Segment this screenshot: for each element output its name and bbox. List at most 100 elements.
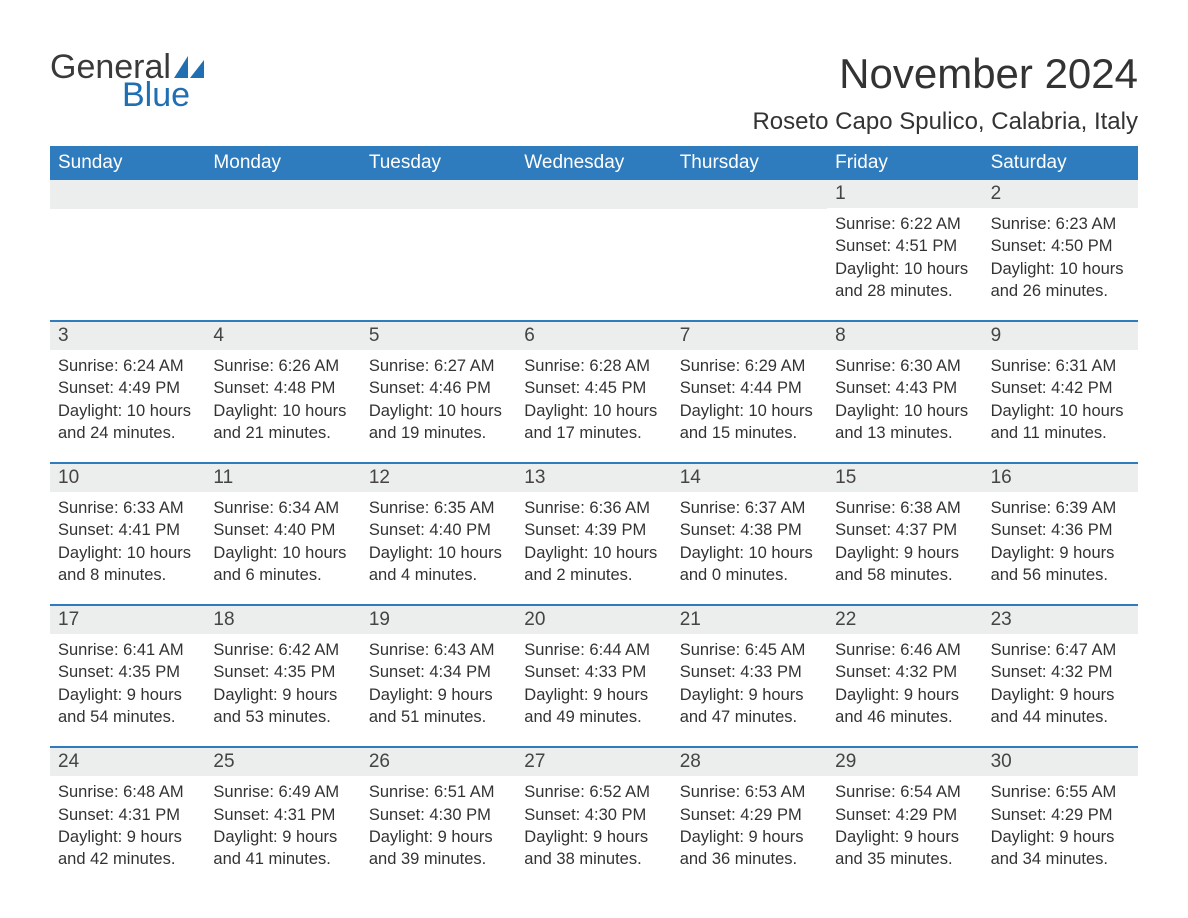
day-number: 28 <box>672 748 827 776</box>
day-content: Sunrise: 6:35 AMSunset: 4:40 PMDaylight:… <box>361 492 516 590</box>
sunset-line: Sunset: 4:33 PM <box>680 661 819 683</box>
day-number: 18 <box>205 606 360 634</box>
daylight-line-2: and 24 minutes. <box>58 422 197 444</box>
location-subtitle: Roseto Capo Spulico, Calabria, Italy <box>752 108 1138 136</box>
day-cell <box>361 180 516 306</box>
day-number: 19 <box>361 606 516 634</box>
sunrise-line: Sunrise: 6:46 AM <box>835 639 974 661</box>
sunset-line: Sunset: 4:38 PM <box>680 519 819 541</box>
daylight-line-2: and 2 minutes. <box>524 564 663 586</box>
sunrise-line: Sunrise: 6:26 AM <box>213 355 352 377</box>
day-cell: 15Sunrise: 6:38 AMSunset: 4:37 PMDayligh… <box>827 464 982 590</box>
title-block: November 2024 Roseto Capo Spulico, Calab… <box>752 50 1138 136</box>
sunrise-line: Sunrise: 6:43 AM <box>369 639 508 661</box>
daylight-line-1: Daylight: 9 hours <box>835 826 974 848</box>
week-row: 1Sunrise: 6:22 AMSunset: 4:51 PMDaylight… <box>50 180 1138 306</box>
daylight-line-1: Daylight: 10 hours <box>991 258 1130 280</box>
day-content: Sunrise: 6:44 AMSunset: 4:33 PMDaylight:… <box>516 634 671 732</box>
sunrise-line: Sunrise: 6:53 AM <box>680 781 819 803</box>
day-number: 17 <box>50 606 205 634</box>
daylight-line-2: and 56 minutes. <box>991 564 1130 586</box>
sunset-line: Sunset: 4:40 PM <box>369 519 508 541</box>
day-content: Sunrise: 6:27 AMSunset: 4:46 PMDaylight:… <box>361 350 516 448</box>
day-number: 27 <box>516 748 671 776</box>
daylight-line-2: and 6 minutes. <box>213 564 352 586</box>
sunset-line: Sunset: 4:39 PM <box>524 519 663 541</box>
sunrise-line: Sunrise: 6:42 AM <box>213 639 352 661</box>
sunrise-line: Sunrise: 6:44 AM <box>524 639 663 661</box>
sunset-line: Sunset: 4:51 PM <box>835 235 974 257</box>
daylight-line-2: and 49 minutes. <box>524 706 663 728</box>
day-number: 3 <box>50 322 205 350</box>
weekday-header: Thursday <box>672 146 827 180</box>
day-cell: 27Sunrise: 6:52 AMSunset: 4:30 PMDayligh… <box>516 748 671 874</box>
sunrise-line: Sunrise: 6:28 AM <box>524 355 663 377</box>
daylight-line-2: and 0 minutes. <box>680 564 819 586</box>
day-content: Sunrise: 6:26 AMSunset: 4:48 PMDaylight:… <box>205 350 360 448</box>
day-number: 2 <box>983 180 1138 208</box>
day-number: 4 <box>205 322 360 350</box>
sunrise-line: Sunrise: 6:45 AM <box>680 639 819 661</box>
sunset-line: Sunset: 4:29 PM <box>680 804 819 826</box>
sunset-line: Sunset: 4:49 PM <box>58 377 197 399</box>
day-cell: 26Sunrise: 6:51 AMSunset: 4:30 PMDayligh… <box>361 748 516 874</box>
daylight-line-1: Daylight: 10 hours <box>835 258 974 280</box>
sunset-line: Sunset: 4:30 PM <box>369 804 508 826</box>
day-cell: 13Sunrise: 6:36 AMSunset: 4:39 PMDayligh… <box>516 464 671 590</box>
daylight-line-1: Daylight: 10 hours <box>835 400 974 422</box>
day-number: 21 <box>672 606 827 634</box>
daylight-line-2: and 39 minutes. <box>369 848 508 870</box>
week-row: 3Sunrise: 6:24 AMSunset: 4:49 PMDaylight… <box>50 320 1138 448</box>
sunset-line: Sunset: 4:43 PM <box>835 377 974 399</box>
daylight-line-1: Daylight: 9 hours <box>991 684 1130 706</box>
sunrise-line: Sunrise: 6:48 AM <box>58 781 197 803</box>
sunrise-line: Sunrise: 6:37 AM <box>680 497 819 519</box>
day-number <box>361 180 516 209</box>
day-cell: 28Sunrise: 6:53 AMSunset: 4:29 PMDayligh… <box>672 748 827 874</box>
daylight-line-1: Daylight: 9 hours <box>369 826 508 848</box>
daylight-line-1: Daylight: 9 hours <box>835 542 974 564</box>
sunset-line: Sunset: 4:50 PM <box>991 235 1130 257</box>
sunrise-line: Sunrise: 6:41 AM <box>58 639 197 661</box>
sunrise-line: Sunrise: 6:34 AM <box>213 497 352 519</box>
day-cell: 2Sunrise: 6:23 AMSunset: 4:50 PMDaylight… <box>983 180 1138 306</box>
sunset-line: Sunset: 4:41 PM <box>58 519 197 541</box>
day-content: Sunrise: 6:53 AMSunset: 4:29 PMDaylight:… <box>672 776 827 874</box>
daylight-line-1: Daylight: 10 hours <box>369 542 508 564</box>
daylight-line-2: and 58 minutes. <box>835 564 974 586</box>
day-cell: 3Sunrise: 6:24 AMSunset: 4:49 PMDaylight… <box>50 322 205 448</box>
sunset-line: Sunset: 4:35 PM <box>213 661 352 683</box>
day-content: Sunrise: 6:37 AMSunset: 4:38 PMDaylight:… <box>672 492 827 590</box>
day-number <box>50 180 205 209</box>
weekday-header: Wednesday <box>516 146 671 180</box>
day-cell: 7Sunrise: 6:29 AMSunset: 4:44 PMDaylight… <box>672 322 827 448</box>
day-number: 15 <box>827 464 982 492</box>
sunrise-line: Sunrise: 6:47 AM <box>991 639 1130 661</box>
daylight-line-2: and 34 minutes. <box>991 848 1130 870</box>
sunrise-line: Sunrise: 6:31 AM <box>991 355 1130 377</box>
daylight-line-2: and 42 minutes. <box>58 848 197 870</box>
weekday-header-row: Sunday Monday Tuesday Wednesday Thursday… <box>50 146 1138 180</box>
day-cell: 10Sunrise: 6:33 AMSunset: 4:41 PMDayligh… <box>50 464 205 590</box>
week-row: 24Sunrise: 6:48 AMSunset: 4:31 PMDayligh… <box>50 746 1138 874</box>
daylight-line-2: and 21 minutes. <box>213 422 352 444</box>
daylight-line-1: Daylight: 10 hours <box>213 400 352 422</box>
day-number: 12 <box>361 464 516 492</box>
daylight-line-2: and 28 minutes. <box>835 280 974 302</box>
day-cell: 25Sunrise: 6:49 AMSunset: 4:31 PMDayligh… <box>205 748 360 874</box>
daylight-line-2: and 11 minutes. <box>991 422 1130 444</box>
daylight-line-2: and 15 minutes. <box>680 422 819 444</box>
sunrise-line: Sunrise: 6:35 AM <box>369 497 508 519</box>
day-content: Sunrise: 6:42 AMSunset: 4:35 PMDaylight:… <box>205 634 360 732</box>
sunset-line: Sunset: 4:33 PM <box>524 661 663 683</box>
day-cell <box>50 180 205 306</box>
daylight-line-2: and 4 minutes. <box>369 564 508 586</box>
sunrise-line: Sunrise: 6:22 AM <box>835 213 974 235</box>
day-cell: 1Sunrise: 6:22 AMSunset: 4:51 PMDaylight… <box>827 180 982 306</box>
sunrise-line: Sunrise: 6:27 AM <box>369 355 508 377</box>
sail-icon <box>174 56 204 78</box>
day-cell: 14Sunrise: 6:37 AMSunset: 4:38 PMDayligh… <box>672 464 827 590</box>
day-cell: 12Sunrise: 6:35 AMSunset: 4:40 PMDayligh… <box>361 464 516 590</box>
sunset-line: Sunset: 4:30 PM <box>524 804 663 826</box>
daylight-line-1: Daylight: 9 hours <box>991 826 1130 848</box>
